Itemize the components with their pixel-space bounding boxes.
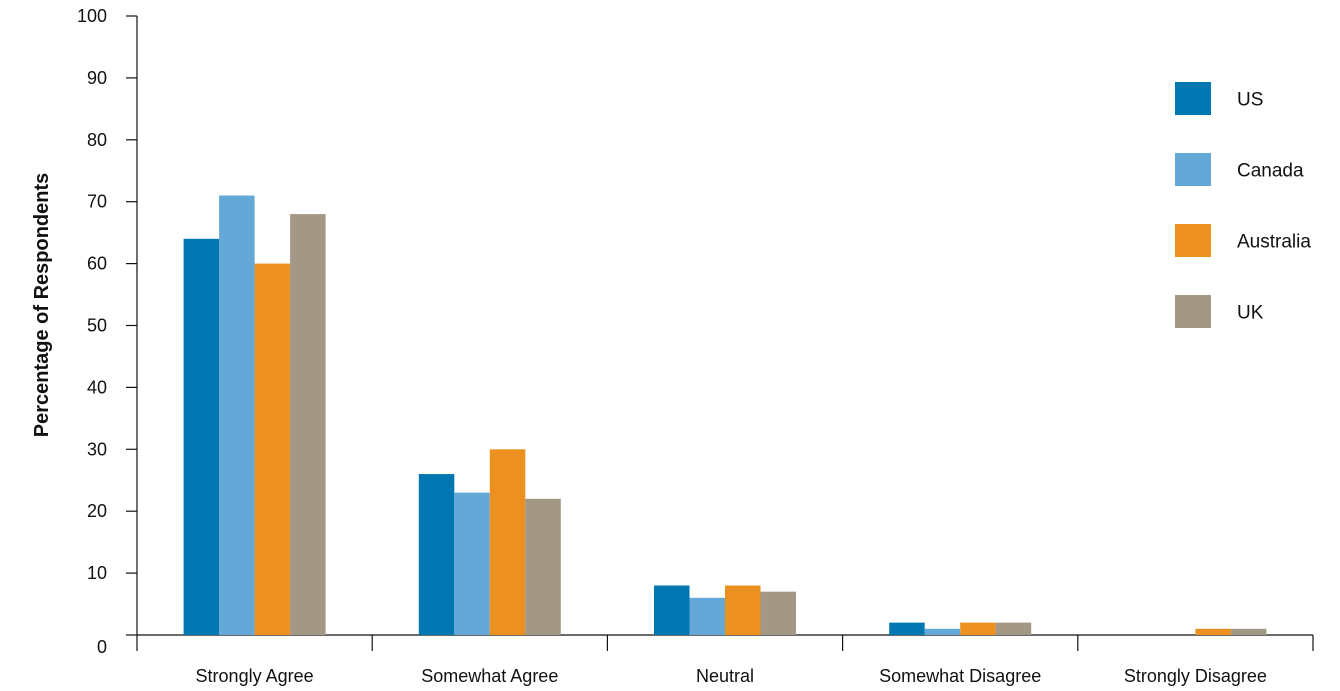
legend-item: UK [1175, 295, 1264, 328]
y-ticks: 0 10 20 30 40 50 60 70 80 90 100 [77, 6, 137, 657]
bar [924, 628, 961, 635]
y-tick-label: 70 [87, 192, 107, 212]
x-category-label: Neutral [696, 666, 754, 686]
bar [960, 622, 996, 635]
bar [1195, 628, 1231, 635]
y-tick-label: 50 [87, 316, 107, 336]
y-tick-label: 100 [77, 6, 107, 26]
y-tick-label: 90 [87, 68, 107, 88]
legend-label: Australia [1237, 232, 1311, 253]
bar [418, 474, 455, 635]
y-tick-label: 0 [97, 637, 107, 657]
category-labels: Strongly Agree Somewhat Agree Neutral Somew… [196, 666, 1267, 686]
y-tick-label: 20 [87, 501, 107, 521]
y-tick-label: 30 [87, 439, 107, 459]
bar [760, 591, 796, 635]
bar [689, 597, 725, 635]
legend-swatch [1175, 295, 1211, 328]
legend-swatch [1175, 153, 1211, 186]
y-tick-label: 60 [87, 254, 107, 274]
legend-item: Canada [1175, 153, 1304, 186]
y-tick-label: 40 [87, 377, 107, 397]
x-ticks [371, 635, 1314, 651]
legend-label: Canada [1237, 161, 1304, 182]
x-category-label: Strongly Agree [196, 666, 314, 686]
bar [219, 195, 255, 635]
x-category-label: Strongly Disagree [1124, 666, 1267, 686]
y-tick-label: 80 [87, 130, 107, 150]
legend-label: UK [1237, 303, 1264, 324]
bar [889, 622, 925, 635]
bars [183, 195, 1267, 635]
legend: US Canada Australia UK [1175, 82, 1311, 328]
bar [995, 622, 1032, 635]
x-category-label: Somewhat Disagree [879, 666, 1041, 686]
legend-swatch [1175, 82, 1211, 115]
bar [1230, 628, 1267, 635]
legend-label: US [1237, 90, 1263, 111]
legend-item: US [1175, 82, 1263, 115]
x-category-label: Somewhat Agree [421, 666, 558, 686]
bar [183, 238, 220, 635]
bar [454, 492, 490, 635]
bar [725, 585, 761, 635]
bar [489, 449, 526, 635]
bar [525, 498, 561, 635]
bar [290, 214, 326, 635]
legend-item: Australia [1175, 224, 1311, 257]
y-axis-label: Percentage of Respondents [31, 173, 53, 438]
y-tick-label: 10 [87, 563, 107, 583]
bar [254, 263, 291, 635]
legend-swatch [1175, 224, 1211, 257]
bar [654, 585, 690, 635]
